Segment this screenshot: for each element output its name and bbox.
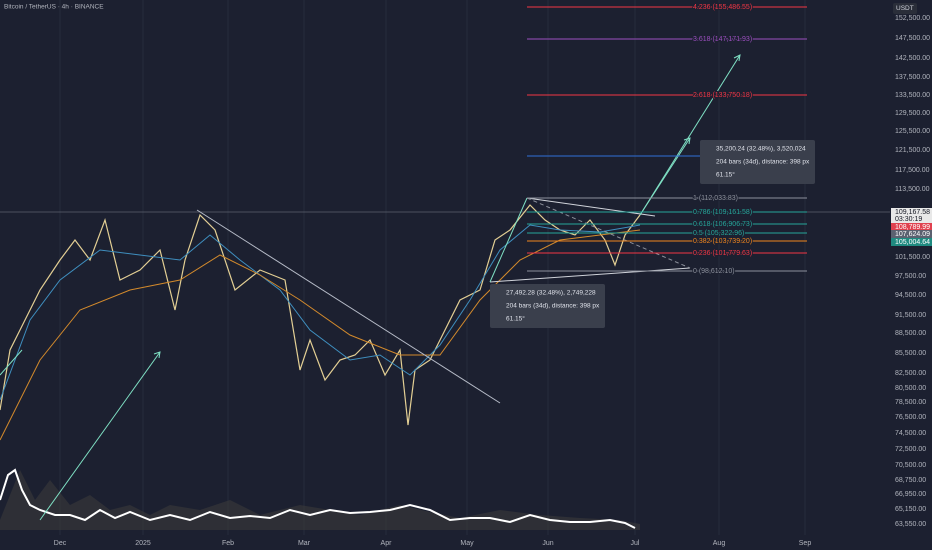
currency: USDT [896,5,914,12]
trendline [196,209,501,404]
measure-box [490,284,605,328]
triangle-upper [526,197,656,217]
price-tag-bg [891,208,932,216]
price-label: 82,500.00 [895,370,926,377]
fib-label: 0.5 (105,322.96) [693,230,744,237]
price-label: 121,500.00 [895,147,930,154]
triangle-lower [489,267,691,283]
time-label: Jun [542,540,553,547]
fib-label: 2.618 (133,750.18) [693,92,752,99]
fib-label: 0.786 (109,161.58) [693,209,752,216]
price-axis-labels: 152,500.00 147,500.00 142,500.00 137,500.00… [895,15,930,528]
price-label: 88,500.00 [895,330,926,337]
measure-range: 35,200.24 (32.48%), 3,520,024 [716,146,806,153]
price-label: 78,500.00 [895,399,926,406]
price-label: 133,500.00 [895,92,930,99]
price-label: 101,500.00 [895,254,930,261]
price-tag: 107,624.09 [895,231,930,238]
price-label: 63,550.00 [895,521,926,528]
price-tag: 108,789.99 [895,224,930,231]
time-label: Aug [713,540,726,547]
time-label: Apr [381,540,393,547]
fib-label: 0.236 (101,779.63) [693,250,752,257]
moving-average-fast [0,224,641,401]
price-tag: 109,167.58 [895,209,930,216]
arrows [0,54,741,521]
price-tag: 105,004.64 [895,239,930,246]
measure-range: 27,492.28 (32.48%), 2,749,228 [506,290,596,297]
price-tags: 109,167.5803:30:19108,789.99107,624.0910… [891,208,932,246]
price-label: 74,500.00 [895,430,926,437]
price-tag: 03:30:19 [895,216,922,223]
price-label: 142,500.00 [895,55,930,62]
volume-bars [0,470,640,530]
price-label: 147,500.00 [895,35,930,42]
price-tag-bg [891,215,932,223]
price-label: 129,500.00 [895,110,930,117]
moving-average-slow [0,229,641,441]
measure-bars: 204 bars (34d), distance: 398 px [506,303,600,310]
measure-angle: 61.15° [716,171,735,179]
price-tag-bg [891,223,932,231]
time-label: Sep [799,540,812,547]
measure-box [700,140,815,184]
currency-badge [893,3,917,14]
price-label: 68,750.00 [895,477,926,484]
fib-label: 0.618 (106,906.73) [693,221,752,228]
price-label: 113,500.00 [895,186,930,193]
measure-angle: 61.15° [506,315,525,323]
price-label: 94,500.00 [895,292,926,299]
price-label: 152,500.00 [895,15,930,22]
measure-bars: 204 bars (34d), distance: 398 px [716,159,810,166]
time-label: Feb [222,540,234,547]
time-label: Mar [298,540,311,547]
price-axis [890,0,932,535]
fib-label: 0.382 (103,739.20) [693,238,752,245]
time-label: May [460,540,474,547]
price-line [0,204,641,426]
price-label: 80,500.00 [895,385,926,392]
price-label: 70,500.00 [895,462,926,469]
dashed-projection [526,197,691,269]
price-label: 137,500.00 [895,74,930,81]
price-label: 125,500.00 [895,128,930,135]
price-label: 65,150.00 [895,506,926,513]
time-label: Jul [631,540,640,547]
measure-boxes: 35,200.24 (32.48%), 3,520,024 204 bars (3… [490,140,815,328]
price-label: 85,500.00 [895,350,926,357]
price-tag-bg [891,230,932,238]
volume-oscillator [0,468,636,529]
time-label: Dec [54,540,67,547]
price-label: 91,500.00 [895,312,926,319]
fib-label: 3.618 (147,171.93) [693,36,752,43]
price-label: 117,500.00 [895,167,930,174]
symbol-title: Bitcoin / TetherUS · 4h · BINANCE [4,4,104,11]
price-label: 72,500.00 [895,446,926,453]
fib-label: 0 (98,612.10) [693,268,735,275]
fib-label: 1 (112,033.83) [693,195,738,202]
price-label: 76,500.00 [895,414,926,421]
price-label: 97,500.00 [895,273,926,280]
fibonacci: 4.236 (155,486.55) 3.618 (147,171.93) 2.61… [527,3,807,276]
fib-label: 4.236 (155,486.55) [693,4,752,11]
time-axis: Dec 2025 Feb Mar Apr May Jun Jul Aug Sep [54,540,812,547]
grid [59,0,806,535]
price-label: 66,950.00 [895,491,926,498]
time-label: 2025 [135,540,151,547]
price-tag-bg [891,238,932,246]
